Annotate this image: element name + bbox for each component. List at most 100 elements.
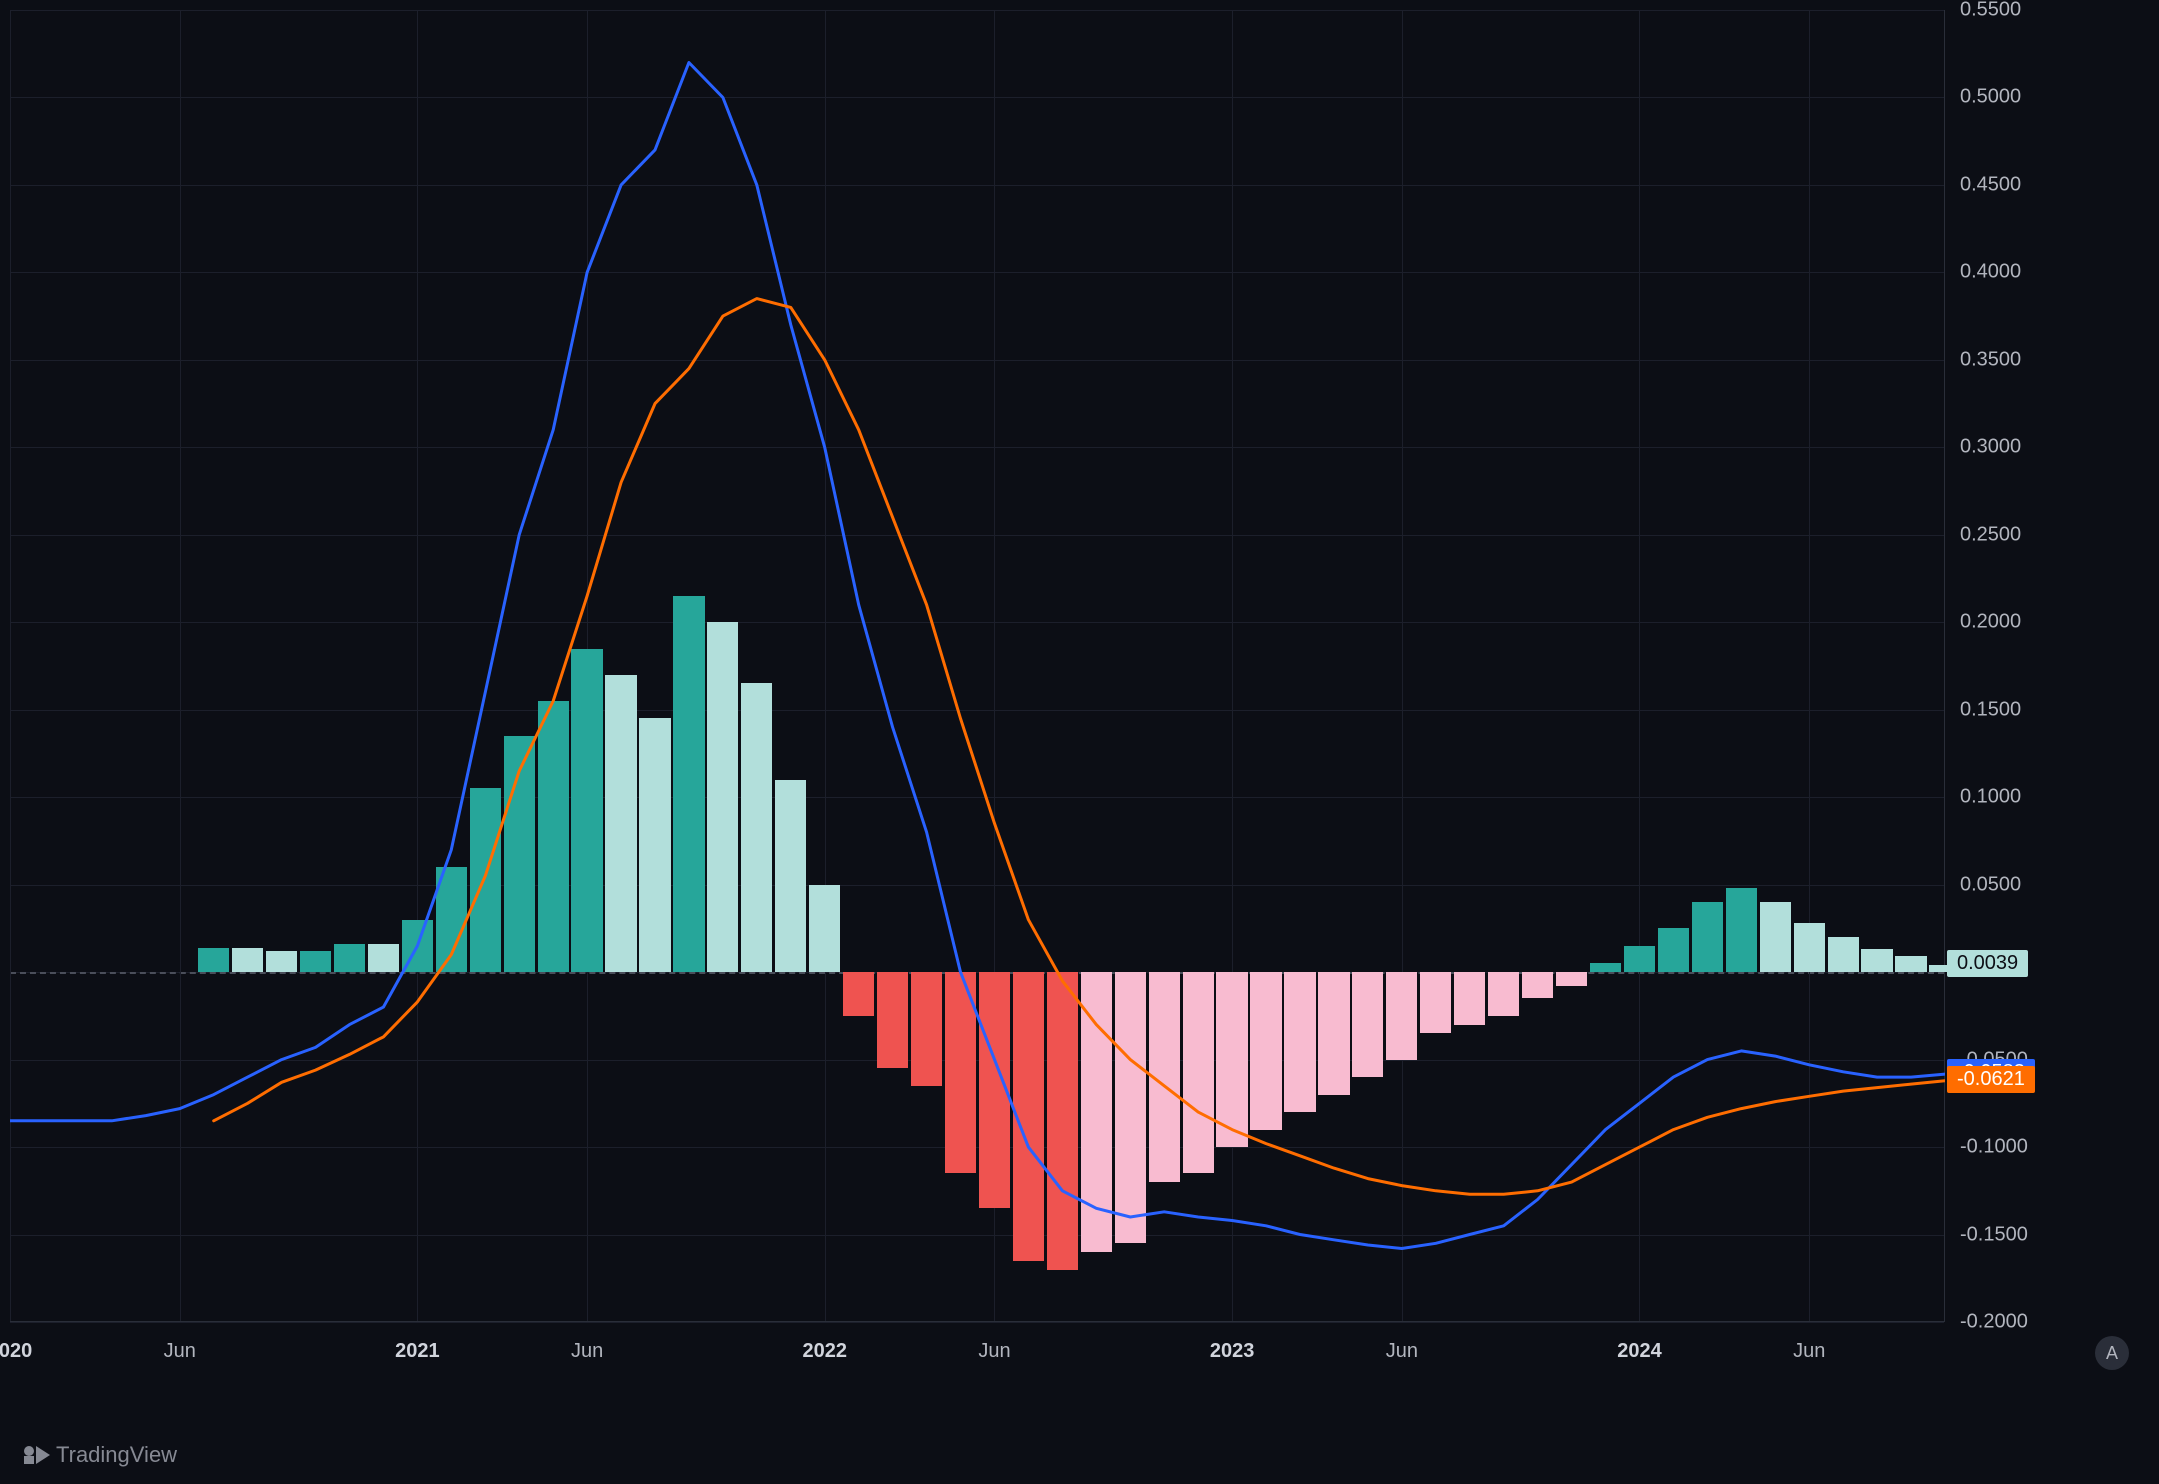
chart-root: 0.5500 0.5000 0.4500 0.4000 0.3500 0.3000 0.25… xyxy=(0,0,2159,1484)
y-tick-label: 0.0500 xyxy=(1960,873,2021,896)
histogram-bar xyxy=(1183,972,1214,1173)
line-overlay xyxy=(10,10,1945,1322)
histogram-bar xyxy=(1216,972,1247,1147)
x-tick-label: Jun xyxy=(1793,1340,1825,1363)
y-tick-label: 0.5500 xyxy=(1960,0,2021,22)
gridline-v xyxy=(825,10,826,1321)
y-tick-label: -0.2000 xyxy=(1960,1311,2028,1334)
x-tick-label: 2020 xyxy=(0,1340,32,1363)
gridline-v xyxy=(10,10,11,1321)
auto-scale-label: A xyxy=(2106,1343,2118,1364)
y-tick-label: 0.1000 xyxy=(1960,786,2021,809)
gridline-h xyxy=(10,535,1944,536)
histogram-bar xyxy=(1556,972,1587,986)
plot-area[interactable] xyxy=(10,10,1945,1322)
histogram-bar xyxy=(504,736,535,972)
gridline-h xyxy=(10,10,1944,11)
x-tick-label: 2021 xyxy=(395,1340,440,1363)
histogram-bar xyxy=(368,944,399,972)
histogram-bar xyxy=(1760,902,1791,972)
x-tick-label: 2024 xyxy=(1617,1340,1662,1363)
x-tick-label: 2022 xyxy=(802,1340,847,1363)
gridline-v xyxy=(1809,10,1810,1321)
gridline-h xyxy=(10,1060,1944,1061)
x-tick-label: Jun xyxy=(571,1340,603,1363)
histogram-bar xyxy=(707,622,738,972)
gridline-h xyxy=(10,447,1944,448)
histogram-bar xyxy=(1047,972,1078,1269)
price-tag: 0.0039 xyxy=(1947,950,2028,977)
histogram-bar xyxy=(538,701,569,972)
gridline-h xyxy=(10,272,1944,273)
histogram-bar xyxy=(266,951,297,972)
gridline-v xyxy=(417,10,418,1321)
y-tick-label: 0.3500 xyxy=(1960,348,2021,371)
histogram-bar xyxy=(1624,946,1655,972)
histogram-bar xyxy=(232,948,263,972)
gridline-h xyxy=(10,1322,1944,1323)
histogram-bar xyxy=(1250,972,1281,1129)
histogram-bar xyxy=(945,972,976,1173)
histogram-bar xyxy=(877,972,908,1068)
gridline-h xyxy=(10,360,1944,361)
tradingview-logo-icon xyxy=(24,1446,50,1464)
histogram-bar xyxy=(470,788,501,972)
histogram-bar xyxy=(1318,972,1349,1094)
histogram-bar xyxy=(1013,972,1044,1261)
gridline-h xyxy=(10,710,1944,711)
y-tick-label: 0.2000 xyxy=(1960,611,2021,634)
y-tick-label: 0.1500 xyxy=(1960,698,2021,721)
y-tick-label: 0.2500 xyxy=(1960,523,2021,546)
gridline-v xyxy=(180,10,181,1321)
histogram-bar xyxy=(605,675,636,972)
branding-text: TradingView xyxy=(56,1442,177,1468)
histogram-bar xyxy=(1284,972,1315,1112)
gridline-v xyxy=(1402,10,1403,1321)
histogram-bar xyxy=(1522,972,1553,998)
histogram-bar xyxy=(1726,888,1757,972)
histogram-bar xyxy=(1420,972,1451,1033)
auto-scale-badge[interactable]: A xyxy=(2095,1336,2129,1370)
zero-line xyxy=(10,972,1944,974)
histogram-bar xyxy=(1861,949,1892,972)
y-tick-label: -0.1500 xyxy=(1960,1223,2028,1246)
gridline-h xyxy=(10,1235,1944,1236)
macd-line xyxy=(10,63,1945,1249)
histogram-bar xyxy=(1590,963,1621,972)
x-tick-label: Jun xyxy=(978,1340,1010,1363)
gridline-h xyxy=(10,622,1944,623)
histogram-bar xyxy=(1488,972,1519,1016)
histogram-bar xyxy=(1692,902,1723,972)
y-tick-label: 0.3000 xyxy=(1960,436,2021,459)
gridline-h xyxy=(10,1147,1944,1148)
histogram-bar xyxy=(402,920,433,972)
histogram-bar xyxy=(979,972,1010,1208)
gridline-v xyxy=(1639,10,1640,1321)
histogram-bar xyxy=(741,683,772,972)
histogram-bar xyxy=(843,972,874,1016)
histogram-bar xyxy=(1115,972,1146,1243)
y-tick-label: 0.4000 xyxy=(1960,261,2021,284)
histogram-bar xyxy=(1352,972,1383,1077)
histogram-bar xyxy=(1149,972,1180,1182)
histogram-bar xyxy=(436,867,467,972)
branding[interactable]: TradingView xyxy=(24,1442,177,1468)
y-tick-label: -0.1000 xyxy=(1960,1136,2028,1159)
histogram-bar xyxy=(571,649,602,973)
histogram-bar xyxy=(1386,972,1417,1059)
gridline-h xyxy=(10,797,1944,798)
histogram-bar xyxy=(300,951,331,972)
histogram-bar xyxy=(198,948,229,972)
histogram-bar xyxy=(911,972,942,1086)
histogram-bar xyxy=(1454,972,1485,1024)
histogram-bar xyxy=(1658,928,1689,972)
y-tick-label: 0.5000 xyxy=(1960,86,2021,109)
histogram-bar xyxy=(1895,956,1926,972)
y-tick-label: 0.4500 xyxy=(1960,173,2021,196)
gridline-h xyxy=(10,185,1944,186)
histogram-bar xyxy=(673,596,704,972)
histogram-bar xyxy=(1794,923,1825,972)
histogram-bar xyxy=(639,718,670,972)
gridline-h xyxy=(10,885,1944,886)
gridline-h xyxy=(10,97,1944,98)
